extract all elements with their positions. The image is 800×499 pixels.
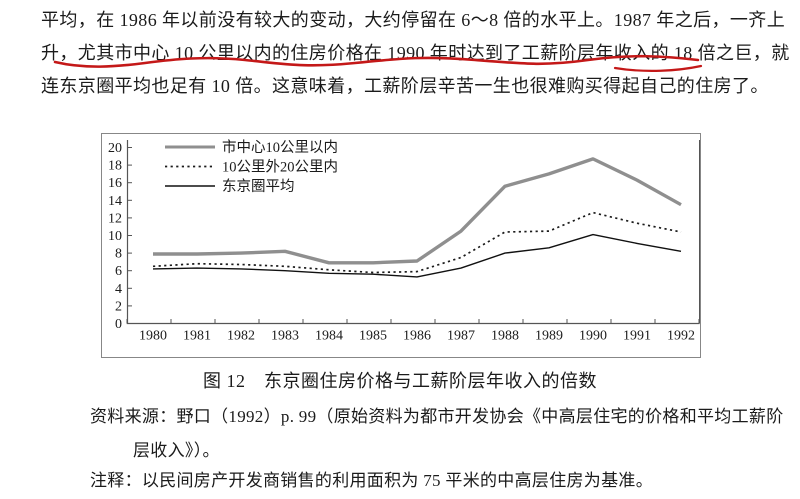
y-axis-label: 0 [115,317,122,332]
y-axis-label: 20 [108,141,122,156]
y-axis-label: 4 [115,282,122,297]
y-axis-label: 8 [115,247,122,262]
paragraph-line-1: 平均，在 1986 年以前没有较大的变动，大约停留在 6～8 倍的水平上。198… [41,10,786,30]
series-line-1 [152,211,682,274]
y-axis-label: 2 [115,299,122,314]
figure-border [101,133,701,358]
y-axis-label: 12 [108,211,122,226]
legend-label-0: 市中心10公里以内 [222,139,338,156]
legend-label-2: 东京圈平均 [222,178,295,195]
line-chart: 0 2 4 6 8 10 12 14 16 18 20 1980 1981 1982 1983 1984 198… [101,133,701,358]
note-line: 注释：以民间房产开发商销售的利用面积为 75 平米的中高层住房为基准。 [90,471,653,490]
y-axis-label: 6 [115,264,122,279]
figure-caption: 图 12 东京圈住房价格与工薪阶层年收入的倍数 [203,371,597,391]
x-axis-label: 1992 [667,329,695,344]
series-line-2 [152,233,682,278]
legend-label-1: 10公里外20公里内 [222,159,338,176]
y-axis-label: 14 [108,194,122,209]
x-axis-label: 1982 [227,329,255,344]
x-axis-label: 1987 [447,329,475,344]
x-axis-label: 1989 [535,329,563,344]
x-axis-label: 1980 [139,329,167,344]
paragraph-line-2: 升，尤其市中心 10 公里以内的住房价格在 1990 年时达到了工薪阶层年收入的… [41,43,790,63]
paragraph-line-3: 连东京圈平均也足有 10 倍。这意味着，工薪阶层辛苦一生也很难购买得起自己的住房… [41,76,769,96]
y-axis-label: 18 [108,159,122,174]
source-line-1: 资料来源：野口（1992）p. 99（原始资料为都市开发协会《中高层住宅的价格和… [90,407,784,426]
x-axis-label: 1981 [183,329,211,344]
x-axis-label: 1983 [271,329,299,344]
x-axis-label: 1990 [579,329,607,344]
x-axis-label: 1986 [403,329,431,344]
x-axis-label: 1984 [315,329,343,344]
x-axis-label: 1985 [359,329,387,344]
x-axis-label: 1991 [623,329,651,344]
y-axis-label: 16 [108,176,122,191]
x-axis-label: 1988 [491,329,519,344]
series-line-0 [153,157,682,265]
figure-12-chart: 0 2 4 6 8 10 12 14 16 18 20 1980 1981 1982 1983 1984 198… [101,133,701,358]
y-axis-label: 10 [108,229,122,244]
source-line-2: 层收入》）。 [133,441,220,460]
